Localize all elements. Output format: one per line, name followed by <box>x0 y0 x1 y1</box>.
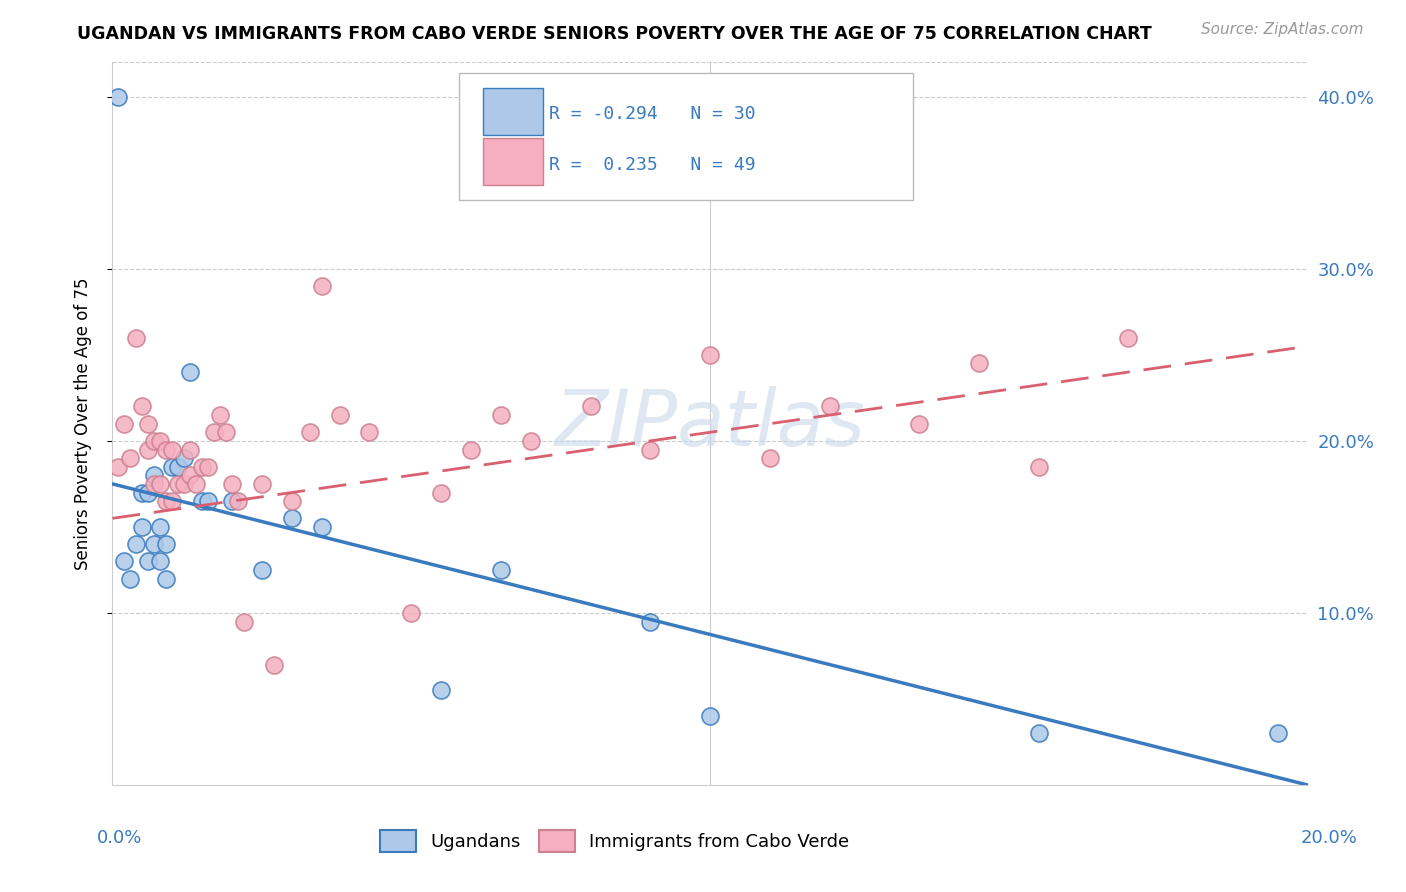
Point <box>311 279 333 293</box>
Point <box>329 408 352 422</box>
Point <box>131 520 153 534</box>
Point <box>149 434 172 448</box>
Point <box>191 494 214 508</box>
Text: Source: ZipAtlas.com: Source: ZipAtlas.com <box>1201 22 1364 37</box>
Point <box>149 554 172 568</box>
Point <box>179 468 201 483</box>
Point <box>263 657 285 672</box>
Point <box>202 425 225 440</box>
Point <box>1118 331 1140 345</box>
FancyBboxPatch shape <box>484 87 543 135</box>
Point <box>1028 459 1050 474</box>
Point <box>759 451 782 466</box>
Point <box>197 459 219 474</box>
Point <box>149 476 172 491</box>
Point <box>1267 726 1289 740</box>
Text: 20.0%: 20.0% <box>1301 829 1357 847</box>
Point <box>186 476 208 491</box>
Point <box>138 485 160 500</box>
Point <box>114 554 135 568</box>
Point <box>143 537 166 551</box>
Point <box>430 683 453 698</box>
Point <box>489 563 512 577</box>
Point <box>143 468 166 483</box>
Point <box>167 476 190 491</box>
Point <box>818 400 841 414</box>
Point <box>640 442 662 457</box>
Point <box>430 485 453 500</box>
Point <box>401 606 423 620</box>
Point <box>138 442 160 457</box>
Point <box>155 572 177 586</box>
Text: UGANDAN VS IMMIGRANTS FROM CABO VERDE SENIORS POVERTY OVER THE AGE OF 75 CORRELA: UGANDAN VS IMMIGRANTS FROM CABO VERDE SE… <box>77 25 1152 43</box>
Point <box>107 459 129 474</box>
FancyBboxPatch shape <box>484 138 543 186</box>
Point <box>120 572 142 586</box>
Point <box>173 476 195 491</box>
Point <box>359 425 381 440</box>
Point <box>250 563 273 577</box>
Point <box>155 442 177 457</box>
Point <box>143 476 166 491</box>
Point <box>149 520 172 534</box>
Point <box>699 348 721 362</box>
Point <box>155 537 177 551</box>
Text: R =  0.235   N = 49: R = 0.235 N = 49 <box>548 156 755 174</box>
Point <box>699 709 721 723</box>
Point <box>114 417 135 431</box>
Point <box>120 451 142 466</box>
Point <box>281 494 304 508</box>
Point <box>131 400 153 414</box>
Point <box>167 459 190 474</box>
Point <box>155 494 177 508</box>
Point <box>162 494 183 508</box>
Point <box>162 442 183 457</box>
Point <box>250 476 273 491</box>
Point <box>191 459 214 474</box>
Point <box>489 408 512 422</box>
Point <box>226 494 249 508</box>
Point <box>162 459 183 474</box>
Point <box>173 451 195 466</box>
Point <box>138 554 160 568</box>
Point <box>209 408 232 422</box>
Y-axis label: Seniors Poverty Over the Age of 75: Seniors Poverty Over the Age of 75 <box>73 277 91 570</box>
Point <box>179 442 201 457</box>
Point <box>197 494 219 508</box>
Point <box>107 90 129 104</box>
Point <box>298 425 321 440</box>
Point <box>143 434 166 448</box>
FancyBboxPatch shape <box>458 73 914 200</box>
Point <box>125 537 148 551</box>
Text: R = -0.294   N = 30: R = -0.294 N = 30 <box>548 105 755 123</box>
Text: ZIPatlas: ZIPatlas <box>554 385 866 462</box>
Text: 0.0%: 0.0% <box>97 829 142 847</box>
Point <box>520 434 543 448</box>
Point <box>967 356 990 371</box>
Point <box>221 476 243 491</box>
Legend: Ugandans, Immigrants from Cabo Verde: Ugandans, Immigrants from Cabo Verde <box>373 822 856 859</box>
Point <box>1028 726 1050 740</box>
Point <box>460 442 482 457</box>
Point <box>579 400 602 414</box>
Point <box>640 615 662 629</box>
Point <box>125 331 148 345</box>
Point <box>179 365 201 379</box>
Point <box>138 417 160 431</box>
Point <box>233 615 256 629</box>
Point <box>908 417 931 431</box>
Point <box>215 425 238 440</box>
Point <box>221 494 243 508</box>
Point <box>131 485 153 500</box>
Point <box>311 520 333 534</box>
Point <box>281 511 304 525</box>
